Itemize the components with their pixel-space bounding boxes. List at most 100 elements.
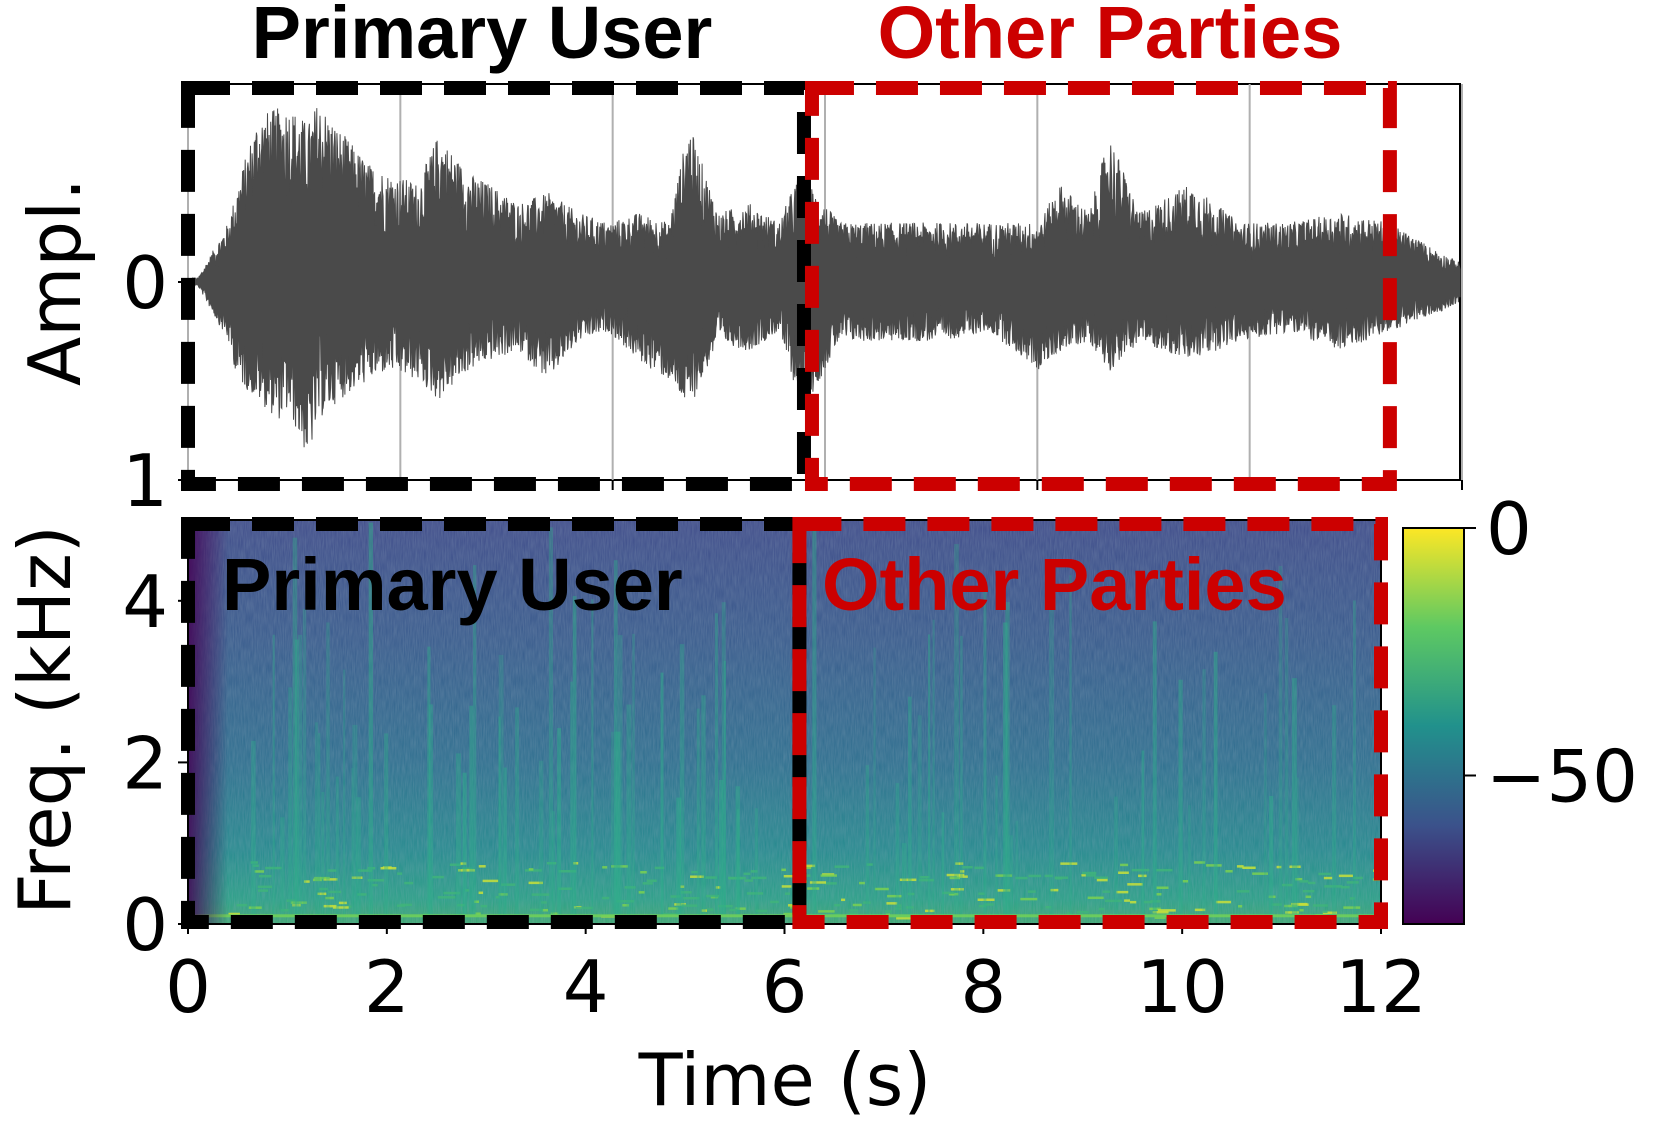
spectrogram-onset-streak [368, 522, 373, 916]
spectrogram-onset-streak [515, 707, 519, 916]
spectrogram-onset-streak [1178, 679, 1183, 916]
spectrogram-harmonic-mark [834, 865, 850, 868]
spectrogram-onset-streak [626, 704, 632, 916]
spectrogram-harmonic-mark [573, 862, 579, 865]
spectrogram-harmonic-mark [674, 903, 686, 906]
spectrogram-harmonic-mark [950, 893, 956, 896]
spectrogram-harmonic-mark [729, 908, 738, 912]
waveform-trace [187, 108, 1461, 448]
spectrogram-onset-streak [617, 635, 623, 916]
spectrogram-onset-streak [552, 811, 555, 916]
spectrogram-harmonic-mark [662, 912, 679, 916]
spectrogram-onset-streak [462, 772, 467, 916]
spectrogram-harmonic-mark [531, 893, 550, 896]
spectrogram-harmonic-mark [1124, 899, 1130, 902]
spectrogram-onset-streak [895, 783, 900, 916]
spectrogram-harmonic-mark [236, 903, 248, 907]
spectrogram-harmonic-mark [1027, 890, 1036, 893]
colorbar-gradient [1402, 527, 1465, 925]
spectrogram-harmonic-mark [474, 900, 480, 904]
spectrogram-harmonic-mark [347, 905, 352, 908]
spectrogram-onset-streak [1332, 705, 1337, 916]
spectrogram-harmonic-mark [1305, 895, 1312, 899]
spectrogram-harmonic-mark [602, 866, 608, 869]
spectrogram-harmonic-mark [1156, 886, 1169, 889]
spectrogram-harmonic-mark [303, 880, 310, 883]
waveform-other-region [804, 81, 1397, 491]
spectrogram-harmonic-mark [995, 874, 1013, 877]
spectrogram-harmonic-mark [257, 885, 273, 889]
spectrogram-harmonic-mark [325, 896, 334, 900]
spectrogram-onset-streak [591, 599, 594, 916]
spectrogram-harmonic-mark [849, 909, 858, 912]
spectrogram-harmonic-mark [894, 907, 902, 910]
spectrogram-harmonic-mark [1149, 907, 1161, 911]
spectrogram-y-ticks: 0 2 4 [122, 560, 188, 967]
spectrogram-harmonic-mark [432, 875, 444, 879]
spectrogram-onset-streak [288, 687, 292, 916]
spectrogram-harmonic-mark [705, 876, 717, 879]
spectrogram-harmonic-mark [691, 870, 698, 874]
spectrogram-harmonic-mark [680, 885, 685, 888]
waveform-y-axis-label: Ampl. [13, 178, 97, 386]
spectrogram-harmonic-mark [1143, 900, 1152, 904]
spectrogram-harmonic-mark [1194, 908, 1206, 912]
spectrogram-harmonic-mark [866, 863, 873, 866]
spectrogram-harmonic-mark [1338, 874, 1353, 878]
spectrogram-harmonic-mark [400, 903, 412, 907]
spectrogram-onset-streak [557, 728, 562, 916]
spectrogram-harmonic-mark [735, 907, 746, 910]
spectrogram-harmonic-mark [250, 861, 258, 864]
spectrogram-harmonic-mark [1127, 883, 1143, 886]
spectrogram-harmonic-mark [1318, 872, 1332, 876]
spectrogram-harmonic-mark [690, 875, 704, 878]
spectrogram-y-tick-label: 0 [122, 883, 168, 967]
spectrogram-harmonic-mark [292, 903, 301, 907]
spectrogram-harmonic-mark [380, 866, 397, 870]
spectrogram-harmonic-mark [1081, 874, 1086, 877]
spectrogram-onset-streak [317, 733, 321, 916]
spectrogram-onset-streak [679, 644, 685, 916]
spectrogram-harmonic-mark [950, 888, 964, 891]
spectrogram-harmonic-mark [541, 901, 547, 904]
spectrogram-harmonic-mark [558, 887, 573, 890]
spectrogram-harmonic-mark [228, 912, 240, 916]
spectrogram-harmonic-mark [1116, 890, 1129, 894]
spectrogram-harmonic-mark [770, 900, 779, 904]
spectrogram-harmonic-mark [422, 912, 431, 916]
spectrogram-onset-streak [548, 527, 553, 916]
spectrogram-harmonic-mark [997, 889, 1011, 892]
spectrogram-onset-streak [723, 660, 726, 916]
spectrogram-harmonic-mark [751, 876, 767, 880]
spectrogram-onset-streak [570, 681, 573, 916]
spectrogram-harmonic-mark [715, 886, 721, 889]
spectrogram-harmonic-mark [622, 904, 629, 907]
spectrogram-harmonic-mark [886, 902, 898, 905]
spectrogram-harmonic-mark [1289, 865, 1301, 869]
spectrogram-harmonic-mark [1302, 889, 1315, 893]
spectrogram-harmonic-mark [367, 866, 376, 870]
spectrogram-harmonic-mark [265, 866, 282, 870]
spectrogram-harmonic-mark [1156, 868, 1173, 872]
spectrogram-onset-streak [1114, 796, 1118, 916]
spectrogram-harmonic-mark [1323, 910, 1328, 914]
spectrogram-onset-streak [714, 613, 718, 916]
spectrogram-harmonic-mark [798, 864, 816, 868]
spectrogram-harmonic-mark [338, 901, 347, 905]
spectrogram-onset-streak [995, 775, 998, 916]
spectrogram-harmonic-mark [314, 876, 330, 880]
spectrogram-harmonic-mark [1322, 911, 1337, 914]
spectrogram-harmonic-mark [460, 862, 467, 865]
spectrogram-onset-streak [314, 722, 319, 916]
x-tick-label: 12 [1335, 945, 1427, 1029]
spectrogram-onset-streak [335, 776, 339, 916]
spectrogram-harmonic-mark [1087, 896, 1104, 900]
spectrogram-harmonic-mark [319, 887, 328, 891]
spectrogram-onset-streak [356, 797, 361, 916]
spectrogram-onset-streak [1278, 566, 1283, 916]
spectrogram-onset-streak [498, 716, 501, 916]
spectrogram-onset-streak [719, 779, 724, 916]
spectrogram-harmonic-mark [1268, 895, 1276, 899]
spectrogram-harmonic-mark [1082, 871, 1097, 875]
x-tick-label: 6 [762, 945, 808, 1029]
